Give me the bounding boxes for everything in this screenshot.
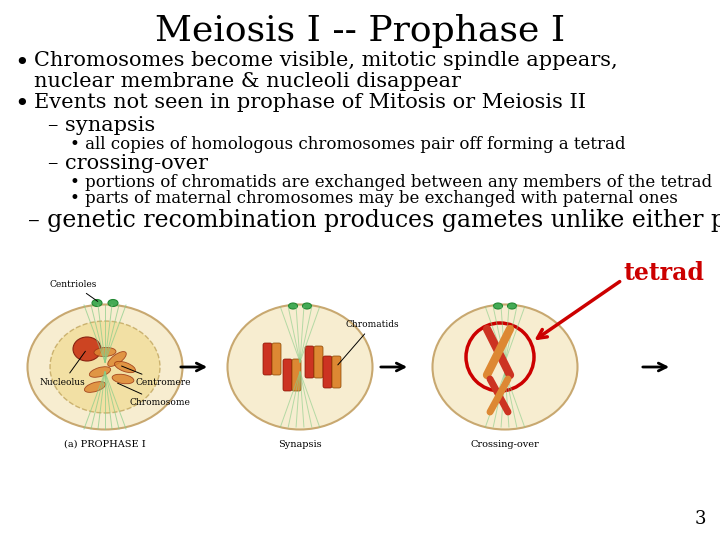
Text: – genetic recombination produces gametes unlike either parent: – genetic recombination produces gametes… — [28, 209, 720, 232]
FancyBboxPatch shape — [305, 346, 314, 378]
Text: •: • — [14, 52, 29, 75]
Ellipse shape — [302, 303, 312, 309]
Ellipse shape — [108, 300, 118, 307]
Ellipse shape — [289, 303, 297, 309]
Text: Centromere: Centromere — [122, 366, 191, 387]
Text: Events not seen in prophase of Mitosis or Meiosis II: Events not seen in prophase of Mitosis o… — [34, 93, 586, 112]
Ellipse shape — [508, 303, 516, 309]
Ellipse shape — [84, 382, 106, 392]
Text: Chromosomes become visible, mitotic spindle appears,: Chromosomes become visible, mitotic spin… — [34, 51, 618, 70]
FancyBboxPatch shape — [283, 359, 292, 391]
Text: Centrioles: Centrioles — [50, 280, 98, 301]
Ellipse shape — [228, 305, 372, 429]
Text: Crossing-over: Crossing-over — [471, 440, 539, 449]
FancyBboxPatch shape — [332, 356, 341, 388]
Text: • portions of chromatids are exchanged between any members of the tetrad: • portions of chromatids are exchanged b… — [70, 174, 712, 191]
Text: • all copies of homologous chromosomes pair off forming a tetrad: • all copies of homologous chromosomes p… — [70, 136, 626, 153]
FancyBboxPatch shape — [323, 356, 332, 388]
Text: Meiosis I -- Prophase I: Meiosis I -- Prophase I — [155, 14, 565, 48]
Ellipse shape — [73, 337, 101, 361]
FancyBboxPatch shape — [263, 343, 272, 375]
FancyBboxPatch shape — [272, 343, 281, 375]
Text: – crossing-over: – crossing-over — [48, 154, 208, 173]
Text: Chromatids: Chromatids — [338, 320, 400, 365]
Ellipse shape — [116, 360, 134, 375]
FancyBboxPatch shape — [292, 359, 301, 391]
Ellipse shape — [89, 368, 111, 376]
Text: (a) PROPHASE I: (a) PROPHASE I — [64, 440, 146, 449]
FancyBboxPatch shape — [314, 346, 323, 378]
Text: – synapsis: – synapsis — [48, 116, 156, 135]
Ellipse shape — [27, 305, 182, 429]
Text: Synapsis: Synapsis — [278, 440, 322, 449]
Ellipse shape — [92, 300, 102, 307]
Text: •: • — [14, 93, 29, 116]
Text: 3: 3 — [695, 510, 706, 528]
Text: Nucleolus: Nucleolus — [40, 351, 86, 387]
Text: tetrad: tetrad — [623, 261, 704, 285]
Text: • parts of maternal chromosomes may be exchanged with paternal ones: • parts of maternal chromosomes may be e… — [70, 190, 678, 207]
Text: nuclear membrane & nucleoli disappear: nuclear membrane & nucleoli disappear — [34, 72, 461, 91]
Ellipse shape — [433, 305, 577, 429]
Ellipse shape — [96, 345, 114, 359]
Ellipse shape — [107, 353, 127, 366]
Ellipse shape — [112, 374, 134, 384]
Text: Chromosome: Chromosome — [117, 383, 191, 407]
Ellipse shape — [50, 321, 160, 413]
Ellipse shape — [493, 303, 503, 309]
